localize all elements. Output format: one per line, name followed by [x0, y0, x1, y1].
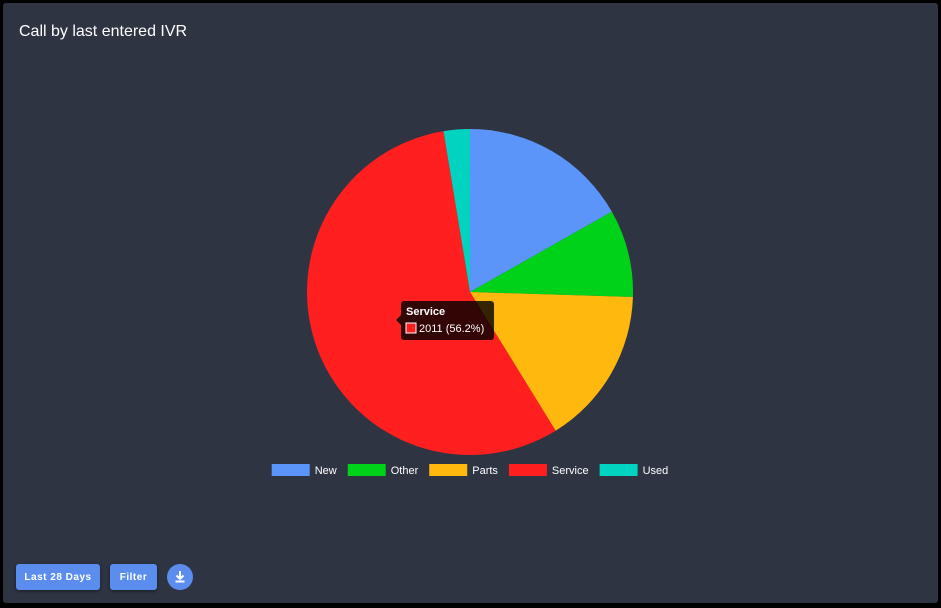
tooltip-title: Service	[406, 306, 445, 318]
legend-label: Service	[552, 465, 589, 477]
legend-swatch	[599, 464, 638, 476]
legend-item: Used	[599, 464, 669, 477]
legend-label: Other	[391, 465, 419, 477]
tooltip-box	[401, 301, 494, 340]
tooltip-label: 2011 (56.2%)	[419, 323, 484, 335]
legend-swatch	[429, 464, 468, 476]
legend-swatch	[508, 464, 547, 476]
legend-item: New	[271, 464, 337, 477]
pie-slice	[470, 292, 633, 431]
legend-swatch	[271, 464, 310, 476]
pie-slice	[470, 211, 633, 298]
tooltip-swatch	[405, 322, 417, 334]
legend-item: Service	[508, 464, 589, 477]
legend-label: New	[315, 465, 337, 477]
legend-label: Used	[643, 465, 669, 477]
date-range-button[interactable]: Last 28 Days	[16, 564, 100, 590]
legend-item: Other	[347, 464, 419, 477]
pie-slice	[307, 131, 556, 455]
legend-label: Parts	[472, 465, 498, 477]
tooltip: Service 2011 (56.2%)	[396, 301, 494, 340]
tooltip-caret	[396, 315, 401, 325]
legend-item: Parts	[429, 464, 498, 477]
download-button[interactable]	[166, 563, 196, 593]
pie-slice	[443, 129, 470, 292]
chart-title: Call by last entered IVR	[19, 23, 187, 40]
filter-button[interactable]: Filter	[110, 564, 157, 590]
pie-slice	[470, 129, 612, 292]
legend-swatch	[347, 464, 386, 476]
